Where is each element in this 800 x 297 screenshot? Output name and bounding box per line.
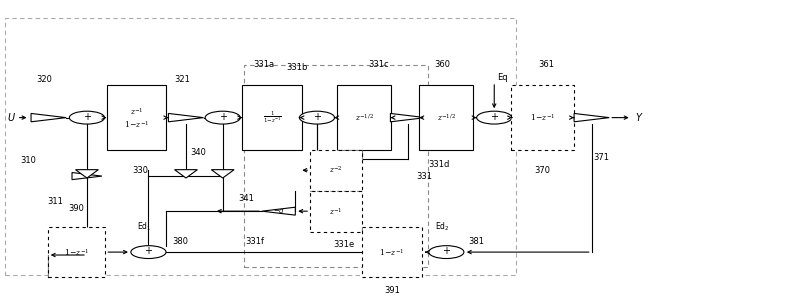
Bar xyxy=(337,86,391,150)
Text: +: + xyxy=(83,112,91,122)
Text: 370: 370 xyxy=(534,166,550,175)
Bar xyxy=(310,150,362,191)
Polygon shape xyxy=(75,170,98,178)
Text: 340: 340 xyxy=(190,148,206,157)
Text: 380: 380 xyxy=(172,237,188,247)
Text: 361: 361 xyxy=(538,60,554,69)
Circle shape xyxy=(131,246,166,258)
Text: 331e: 331e xyxy=(334,240,354,249)
Circle shape xyxy=(429,246,464,258)
Text: 341: 341 xyxy=(238,194,254,203)
Text: 331b: 331b xyxy=(286,63,308,72)
Bar xyxy=(48,227,106,277)
Polygon shape xyxy=(31,113,66,122)
Circle shape xyxy=(205,111,240,124)
Text: $z^{-1/2}$: $z^{-1/2}$ xyxy=(354,112,374,123)
Text: 310: 310 xyxy=(21,156,37,165)
Circle shape xyxy=(477,111,512,124)
Text: Ed$_1$: Ed$_1$ xyxy=(137,221,152,233)
Polygon shape xyxy=(72,173,102,180)
Bar xyxy=(106,86,166,150)
Text: 371: 371 xyxy=(594,153,610,162)
Text: 350: 350 xyxy=(428,93,444,102)
Text: Y: Y xyxy=(635,113,642,123)
Text: +: + xyxy=(313,112,321,122)
Polygon shape xyxy=(390,113,426,122)
Text: Eq: Eq xyxy=(497,73,507,82)
Text: $\frac{1}{1\!-\!z^{-1}}$: $\frac{1}{1\!-\!z^{-1}}$ xyxy=(262,110,282,125)
Text: 311: 311 xyxy=(47,197,63,206)
Text: $z^{-1/2}$: $z^{-1/2}$ xyxy=(437,112,456,123)
Text: $z^{-1}$
$1\!-\!z^{-1}$: $z^{-1}$ $1\!-\!z^{-1}$ xyxy=(124,106,149,129)
Text: 381: 381 xyxy=(469,237,485,247)
Circle shape xyxy=(299,111,334,124)
Polygon shape xyxy=(574,113,610,122)
Text: $1\!-\!z^{-1}$: $1\!-\!z^{-1}$ xyxy=(64,247,90,257)
Bar xyxy=(310,191,362,232)
Text: +: + xyxy=(218,112,226,122)
Text: $z^{-1}$: $z^{-1}$ xyxy=(330,206,343,217)
Text: 331d: 331d xyxy=(428,160,450,169)
Text: 331c: 331c xyxy=(368,60,389,69)
Bar xyxy=(244,65,428,267)
Polygon shape xyxy=(262,207,295,215)
Text: U: U xyxy=(7,113,14,123)
Circle shape xyxy=(70,111,105,124)
Text: +: + xyxy=(490,112,498,122)
Polygon shape xyxy=(174,170,198,178)
Text: +: + xyxy=(145,246,153,256)
Text: Ed$_2$: Ed$_2$ xyxy=(435,221,450,233)
Text: $z^{-2}$: $z^{-2}$ xyxy=(330,165,343,176)
Text: 330: 330 xyxy=(133,166,149,175)
Text: 390: 390 xyxy=(69,204,85,213)
Text: +: + xyxy=(442,246,450,256)
Bar xyxy=(5,18,516,276)
Text: 331: 331 xyxy=(416,172,432,181)
Text: 320: 320 xyxy=(37,75,53,84)
Text: 331a: 331a xyxy=(254,60,274,69)
Bar xyxy=(419,86,474,150)
Text: $-g$: $-g$ xyxy=(273,207,285,216)
Polygon shape xyxy=(169,113,203,122)
Text: $1\!-\!z^{-1}$: $1\!-\!z^{-1}$ xyxy=(530,112,554,123)
Text: $1\!-\!z^{-1}$: $1\!-\!z^{-1}$ xyxy=(379,247,405,257)
Bar xyxy=(242,86,302,150)
Bar xyxy=(362,227,422,277)
Polygon shape xyxy=(211,170,234,178)
Text: 331f: 331f xyxy=(245,238,264,247)
Text: 360: 360 xyxy=(434,60,450,69)
Text: 321: 321 xyxy=(174,75,190,84)
Bar xyxy=(510,86,574,150)
Text: 391: 391 xyxy=(384,286,400,295)
